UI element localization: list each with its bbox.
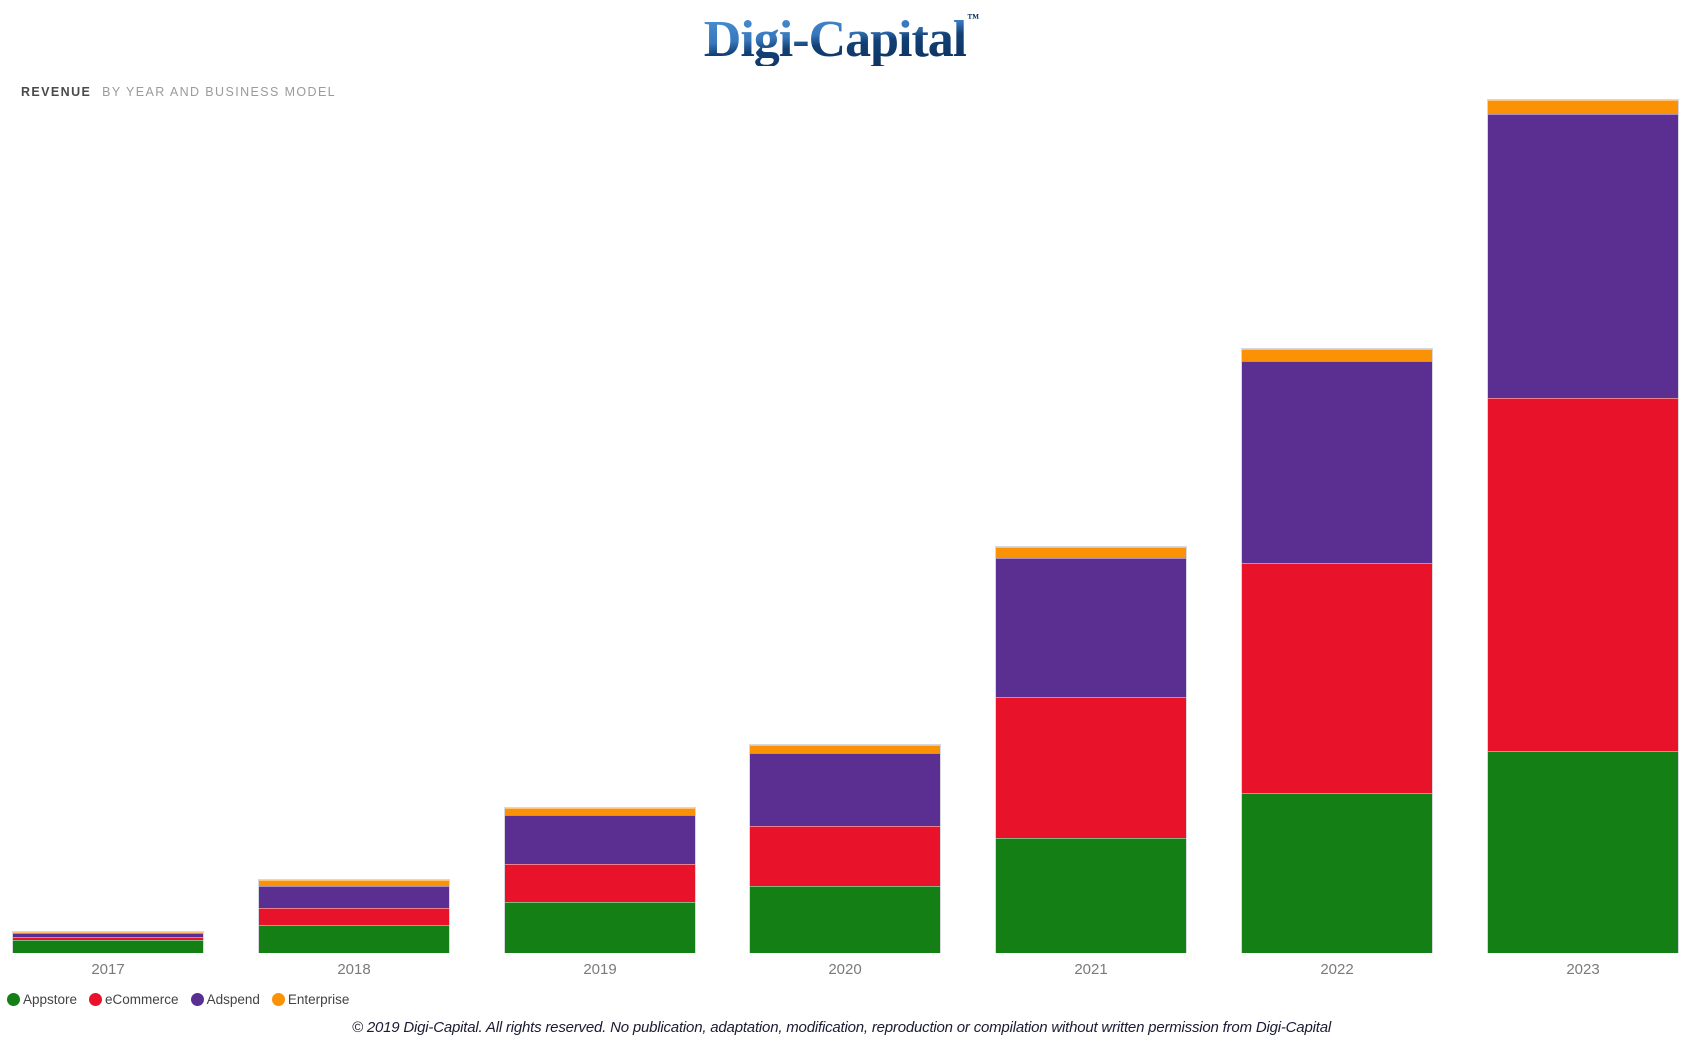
segment-appstore-2018[interactable] xyxy=(259,925,449,953)
logo-trademark: ™ xyxy=(967,11,980,25)
segment-ecommerce-2022[interactable] xyxy=(1242,563,1432,793)
legend-item-appstore[interactable]: Appstore xyxy=(7,992,77,1007)
logo-text: Digi-Capital xyxy=(703,11,967,68)
segment-adspend-2022[interactable] xyxy=(1242,361,1432,563)
segment-appstore-2021[interactable] xyxy=(996,838,1186,953)
segment-adspend-2019[interactable] xyxy=(505,815,695,864)
copyright-notice: © 2019 Digi-Capital. All rights reserved… xyxy=(352,1019,1331,1036)
x-axis-label-2021: 2021 xyxy=(1074,961,1108,978)
x-axis-label-2023: 2023 xyxy=(1566,961,1600,978)
segment-ecommerce-2019[interactable] xyxy=(505,864,695,902)
segment-appstore-2019[interactable] xyxy=(505,902,695,953)
segment-ecommerce-2020[interactable] xyxy=(750,826,940,886)
bar-2023[interactable] xyxy=(1487,99,1679,953)
logo: Digi-Capital™ xyxy=(0,12,1683,66)
segment-adspend-2017[interactable] xyxy=(13,933,203,937)
segment-ecommerce-2021[interactable] xyxy=(996,697,1186,838)
legend-item-adspend[interactable]: Adspend xyxy=(190,992,260,1007)
segment-appstore-2023[interactable] xyxy=(1488,751,1678,953)
segment-adspend-2023[interactable] xyxy=(1488,114,1678,398)
legend-dot-appstore-icon xyxy=(7,993,20,1006)
bar-2022[interactable] xyxy=(1241,348,1433,953)
chart-title-secondary: BY YEAR AND BUSINESS MODEL xyxy=(102,85,337,99)
bar-2020[interactable] xyxy=(749,744,941,953)
segment-enterprise-2017[interactable] xyxy=(13,932,203,933)
segment-ecommerce-2017[interactable] xyxy=(13,937,203,940)
segment-appstore-2017[interactable] xyxy=(13,940,203,953)
segment-enterprise-2020[interactable] xyxy=(750,745,940,753)
segment-ecommerce-2023[interactable] xyxy=(1488,398,1678,751)
x-axis-label-2022: 2022 xyxy=(1320,961,1354,978)
chart-title-primary: REVENUE xyxy=(21,85,92,99)
segment-enterprise-2023[interactable] xyxy=(1488,100,1678,114)
legend-dot-adspend-icon xyxy=(190,993,204,1006)
x-axis-label-2020: 2020 xyxy=(828,961,862,978)
legend: Appstore eCommerce Adspend Enterprise xyxy=(7,992,349,1007)
legend-item-enterprise[interactable]: Enterprise xyxy=(271,992,350,1007)
chart-title: REVENUE BY YEAR AND BUSINESS MODEL xyxy=(21,85,336,99)
segment-ecommerce-2018[interactable] xyxy=(259,908,449,925)
segment-appstore-2022[interactable] xyxy=(1242,793,1432,953)
x-axis-label-2017: 2017 xyxy=(91,961,125,978)
segment-appstore-2020[interactable] xyxy=(750,886,940,953)
legend-label: eCommerce xyxy=(105,992,179,1007)
legend-label: Appstore xyxy=(23,992,78,1007)
segment-adspend-2018[interactable] xyxy=(259,886,449,908)
x-axis-label-2018: 2018 xyxy=(337,961,371,978)
segment-enterprise-2022[interactable] xyxy=(1242,349,1432,361)
legend-item-ecommerce[interactable]: eCommerce xyxy=(89,992,179,1007)
legend-dot-ecommerce-icon xyxy=(89,993,103,1006)
bar-2017[interactable] xyxy=(12,931,204,953)
x-axis-label-2019: 2019 xyxy=(583,961,617,978)
segment-enterprise-2018[interactable] xyxy=(259,880,449,886)
segment-enterprise-2019[interactable] xyxy=(505,808,695,815)
bar-2019[interactable] xyxy=(504,807,696,953)
legend-dot-enterprise-icon xyxy=(271,993,285,1006)
bar-2018[interactable] xyxy=(258,879,450,953)
bar-2021[interactable] xyxy=(995,546,1187,953)
segment-adspend-2020[interactable] xyxy=(750,753,940,826)
segment-enterprise-2021[interactable] xyxy=(996,547,1186,558)
legend-label: Enterprise xyxy=(287,992,350,1007)
legend-label: Adspend xyxy=(206,992,260,1007)
plot-area: 2017 2018 2019 2020 2021 2022 2023 xyxy=(12,99,1679,978)
segment-adspend-2021[interactable] xyxy=(996,558,1186,697)
